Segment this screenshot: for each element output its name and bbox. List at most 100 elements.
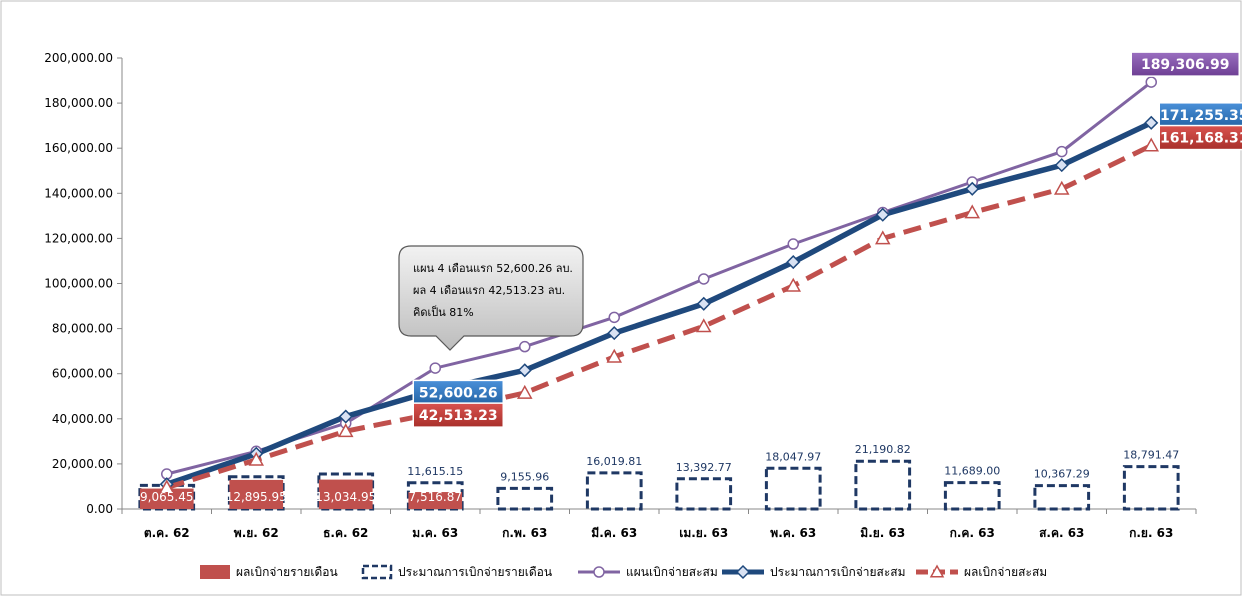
annotation-line: ผล 4 เดือนแรก 42,513.23 ลบ. bbox=[413, 284, 565, 297]
x-tick-label: ก.ค. 63 bbox=[950, 526, 995, 540]
bar-actual-monthly bbox=[318, 479, 373, 509]
point-actual-cumulative bbox=[606, 348, 623, 363]
y-tick-label: 80,000.00 bbox=[52, 322, 113, 336]
point-actual-cumulative bbox=[1053, 180, 1070, 195]
line-actual-cumulative bbox=[166, 143, 1153, 490]
data-label-estimate-monthly: 16,019.81 bbox=[586, 455, 642, 468]
data-label-actual-monthly: 9,065.45 bbox=[140, 490, 193, 504]
point-estimate-cumulative bbox=[1144, 115, 1159, 130]
point-estimate-cumulative bbox=[875, 207, 890, 222]
value-callout-text: 161,168.31 bbox=[1160, 131, 1242, 147]
legend-swatch-estimate-monthly bbox=[361, 564, 393, 580]
x-tick-label: ม.ค. 63 bbox=[412, 526, 458, 540]
x-tick-label: พ.ย. 62 bbox=[234, 526, 279, 540]
point-plan-cumulative bbox=[787, 238, 799, 250]
point-actual-cumulative bbox=[248, 451, 265, 466]
point-plan-cumulative bbox=[1145, 76, 1157, 88]
point-plan-cumulative bbox=[429, 362, 441, 374]
line-plan-cumulative bbox=[166, 80, 1153, 476]
data-label-estimate-monthly: 18,047.97 bbox=[765, 450, 821, 463]
y-tick-label: 60,000.00 bbox=[52, 367, 113, 381]
data-label-estimate-monthly: 21,190.82 bbox=[855, 443, 911, 456]
legend-label: ประมาณการเบิกจ่ายสะสม bbox=[770, 565, 906, 579]
data-label-estimate-monthly: 10,367.29 bbox=[1034, 468, 1090, 481]
data-label-actual-monthly: 12,895.95 bbox=[226, 490, 287, 504]
y-tick-label: 180,000.00 bbox=[44, 96, 113, 110]
point-plan-cumulative bbox=[1056, 145, 1068, 158]
data-label-estimate-monthly: 9,155.96 bbox=[500, 470, 549, 483]
data-label-actual-monthly: 7,516.87 bbox=[409, 490, 462, 504]
legend-swatch-actual-monthly bbox=[200, 565, 230, 579]
value-callout-box bbox=[412, 402, 504, 428]
bar-actual-monthly bbox=[229, 479, 284, 509]
point-estimate-cumulative bbox=[517, 363, 532, 378]
legend-label: แผนเบิกจ่ายสะสม bbox=[626, 565, 718, 579]
bar-estimate-monthly bbox=[854, 459, 912, 511]
bar-estimate-monthly bbox=[943, 481, 1001, 511]
point-estimate-cumulative bbox=[338, 409, 353, 424]
point-actual-cumulative bbox=[337, 423, 354, 438]
y-tick-label: 100,000.00 bbox=[44, 277, 113, 291]
x-tick-label: ก.พ. 63 bbox=[502, 526, 547, 540]
x-tick-label: ธ.ค. 62 bbox=[323, 526, 368, 540]
bar-estimate-monthly bbox=[496, 486, 554, 511]
point-actual-cumulative bbox=[516, 384, 533, 399]
value-callout-box bbox=[1158, 124, 1242, 151]
point-actual-cumulative bbox=[874, 230, 891, 245]
data-label-estimate-monthly: 18,791.47 bbox=[1123, 449, 1179, 462]
legend-label: ผลเบิกจ่ายสะสม bbox=[964, 565, 1047, 579]
value-callout-text: 42,513.23 bbox=[419, 408, 498, 424]
point-plan-cumulative bbox=[608, 311, 620, 324]
bar-estimate-monthly bbox=[1122, 465, 1180, 511]
point-actual-cumulative bbox=[1143, 137, 1160, 152]
x-tick-label: ส.ค. 63 bbox=[1039, 526, 1084, 540]
value-callout-text: 189,306.99 bbox=[1141, 57, 1230, 73]
point-actual-cumulative bbox=[158, 479, 175, 494]
x-tick-label: พ.ค. 63 bbox=[770, 526, 816, 540]
bar-actual-monthly bbox=[408, 492, 463, 509]
point-estimate-cumulative bbox=[786, 255, 801, 270]
point-actual-cumulative bbox=[695, 318, 712, 333]
value-callout-text: 171,255.35 bbox=[1160, 108, 1242, 124]
y-tick-label: 0.00 bbox=[86, 502, 113, 516]
x-tick-label: มี.ค. 63 bbox=[591, 526, 637, 540]
point-estimate-cumulative bbox=[696, 296, 711, 311]
y-tick-label: 160,000.00 bbox=[44, 141, 113, 155]
x-tick-label: ต.ค. 62 bbox=[144, 526, 190, 540]
bar-actual-monthly bbox=[139, 488, 194, 509]
y-tick-label: 20,000.00 bbox=[52, 457, 113, 471]
bar-estimate-monthly bbox=[1033, 484, 1091, 511]
x-tick-label: เม.ย. 63 bbox=[679, 526, 728, 540]
bar-estimate-monthly bbox=[764, 466, 822, 511]
point-estimate-cumulative bbox=[1054, 158, 1069, 173]
y-tick-label: 40,000.00 bbox=[52, 412, 113, 426]
value-callout-box bbox=[412, 379, 504, 406]
value-callout-box bbox=[1130, 51, 1240, 77]
point-estimate-cumulative bbox=[607, 326, 622, 341]
x-tick-label: ก.ย. 63 bbox=[1129, 526, 1173, 540]
data-label-estimate-monthly: 11,689.00 bbox=[944, 465, 1000, 478]
data-label-estimate-monthly: 11,615.15 bbox=[407, 465, 463, 478]
annotation-line: คิดเป็น 81% bbox=[413, 305, 474, 319]
y-tick-label: 200,000.00 bbox=[44, 51, 113, 65]
annotation-bubble bbox=[398, 245, 584, 351]
y-tick-label: 120,000.00 bbox=[44, 231, 113, 245]
line-estimate-cumulative bbox=[165, 120, 1153, 487]
point-plan-cumulative bbox=[698, 273, 710, 285]
annotation-line: แผน 4 เดือนแรก 52,600.26 ลบ. bbox=[413, 262, 573, 275]
legend-marker-estimate-cumulative bbox=[735, 564, 751, 580]
point-actual-cumulative bbox=[964, 204, 981, 219]
legend-marker-plan-cumulative bbox=[593, 566, 605, 578]
y-tick-label: 140,000.00 bbox=[44, 186, 113, 200]
point-plan-cumulative bbox=[519, 340, 531, 353]
legend-label: ผลเบิกจ่ายรายเดือน bbox=[236, 565, 338, 579]
data-label-estimate-monthly: 13,392.77 bbox=[676, 461, 732, 474]
legend-label: ประมาณการเบิกจ่ายรายเดือน bbox=[398, 565, 552, 579]
legend-marker-actual-cumulative bbox=[929, 564, 945, 578]
data-label-actual-monthly: 13,034.95 bbox=[315, 490, 376, 504]
x-tick-label: มิ.ย. 63 bbox=[860, 526, 905, 540]
point-actual-cumulative bbox=[785, 277, 802, 292]
